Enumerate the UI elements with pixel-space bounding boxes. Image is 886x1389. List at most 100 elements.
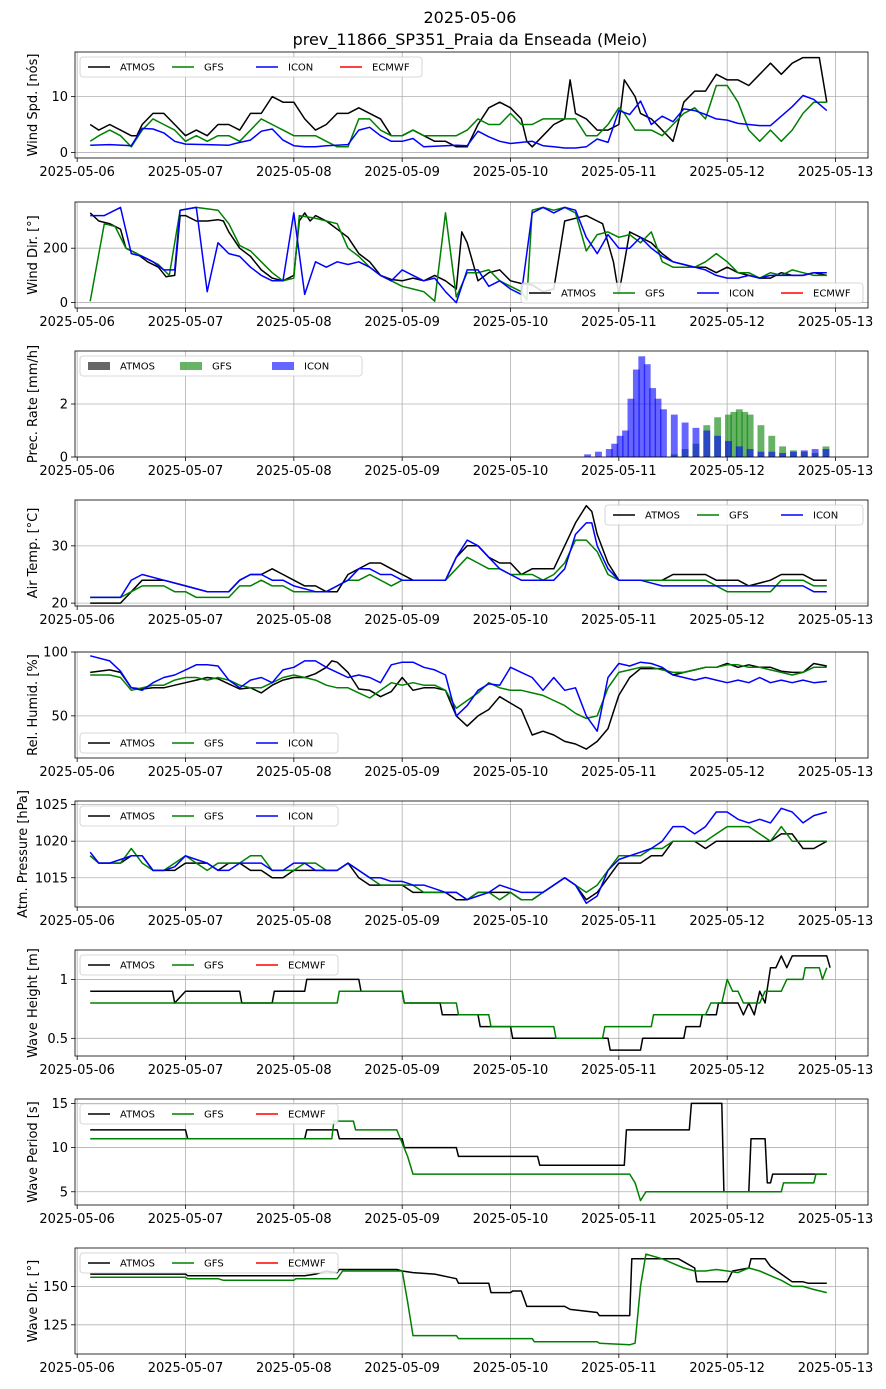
x-tick-label: 2025-05-11 — [581, 464, 657, 479]
x-tick-label: 2025-05-09 — [364, 765, 440, 780]
x-tick-label: 2025-05-10 — [473, 914, 549, 929]
legend-swatch-atmos — [88, 362, 110, 370]
x-tick-label: 2025-05-10 — [473, 1361, 549, 1376]
bar-icon — [800, 450, 808, 457]
series-line-gfs — [90, 1120, 827, 1202]
bar-icon — [605, 449, 613, 457]
y-axis-label: Wave Height [m] — [26, 948, 41, 1058]
legend-label-gfs: GFS — [204, 1110, 224, 1121]
legend-box — [79, 1103, 339, 1125]
x-tick-label: 2025-05-09 — [364, 914, 440, 929]
bar-icon — [632, 369, 640, 457]
legend-label-atmos: ATMOS — [120, 1110, 155, 1121]
series-line-icon — [90, 655, 827, 732]
legend: ATMOS GFS ICON ECMWF — [520, 282, 864, 304]
bar-icon — [670, 414, 678, 457]
x-tick-label: 2025-05-06 — [39, 914, 115, 929]
plot-area-rel_humid — [90, 655, 827, 750]
bar-icon — [638, 356, 646, 457]
bar-icon — [779, 453, 787, 457]
series-line-atmos — [90, 1258, 827, 1317]
x-tick-label: 2025-05-11 — [581, 1212, 657, 1227]
y-tick-label: 0.5 — [47, 1032, 68, 1047]
x-tick-label: 2025-05-08 — [256, 1361, 332, 1376]
y-axis-label: Wind Spd. [nós] — [26, 54, 41, 157]
y-axis-label: Wave Dir. [°] — [26, 1260, 41, 1343]
legend-label-gfs: GFS — [204, 1259, 224, 1270]
bar-icon — [735, 446, 743, 457]
series-line-atmos — [90, 1102, 827, 1193]
x-tick-label: 2025-05-12 — [689, 765, 765, 780]
y-tick-label: 100 — [43, 646, 68, 661]
axes-frame — [74, 1247, 869, 1355]
series-line-gfs — [90, 539, 827, 599]
series-line-gfs — [90, 1253, 827, 1346]
series-line-gfs — [90, 664, 827, 720]
legend-label-gfs: GFS — [204, 812, 224, 823]
panel-wind_dir: 2025-05-06 2025-05-07 2025-05-08 2025-05-09… — [26, 201, 873, 330]
y-axis-label: Wave Period [s] — [26, 1101, 41, 1202]
bar-icon — [725, 441, 732, 457]
series-line-icon — [90, 522, 827, 599]
axes-frame — [74, 949, 869, 1057]
bar-icon — [616, 435, 624, 457]
x-tick-label: 2025-05-12 — [689, 464, 765, 479]
x-tick-label: 2025-05-07 — [148, 765, 224, 780]
y-tick-label: 50 — [51, 709, 68, 724]
plot-area-wind_dir — [89, 206, 827, 304]
legend-label-atmos: ATMOS — [120, 739, 155, 750]
series-line-atmos — [90, 955, 831, 1051]
axes-frame — [74, 499, 869, 607]
x-tick-label: 2025-05-07 — [148, 1212, 224, 1227]
x-tick-label: 2025-05-11 — [581, 1063, 657, 1078]
x-tick-label: 2025-05-11 — [581, 613, 657, 628]
legend-label-icon: ICON — [729, 289, 754, 300]
legend-label-atmos: ATMOS — [561, 289, 596, 300]
legend-box — [604, 504, 864, 526]
bar-icon — [584, 454, 592, 457]
x-tick-label: 2025-05-06 — [39, 464, 115, 479]
x-tick-label: 2025-05-10 — [473, 765, 549, 780]
x-tick-label: 2025-05-09 — [364, 165, 440, 180]
x-tick-label: 2025-05-06 — [39, 1212, 115, 1227]
x-tick-label: 2025-05-13 — [798, 165, 874, 180]
legend: ATMOS GFS ICON — [604, 504, 864, 526]
x-tick-label: 2025-05-13 — [798, 1361, 874, 1376]
bar-gfs — [730, 411, 738, 457]
y-tick-label: 1 — [60, 973, 68, 988]
plot-area-wave_height — [90, 955, 831, 1051]
bar-icon — [595, 451, 602, 457]
x-tick-label: 2025-05-10 — [473, 464, 549, 479]
x-tick-label: 2025-05-08 — [256, 315, 332, 330]
y-axis-label: Wind Dir. [°] — [26, 215, 41, 295]
bar-gfs — [725, 414, 732, 457]
x-tick-label: 2025-05-12 — [689, 613, 765, 628]
legend-label-atmos: ATMOS — [645, 511, 680, 522]
bar-icon — [757, 451, 765, 457]
y-tick-label: 15 — [51, 1097, 68, 1112]
x-tick-label: 2025-05-06 — [39, 315, 115, 330]
legend-box — [79, 805, 339, 827]
plot-area-air_temp — [90, 504, 827, 604]
y-tick-label: 0 — [60, 146, 68, 161]
legend: ATMOS GFS ICON — [79, 732, 339, 754]
x-tick-label: 2025-05-11 — [581, 315, 657, 330]
panel-air_temp: 2025-05-06 2025-05-07 2025-05-08 2025-05-09… — [26, 499, 873, 628]
bar-gfs — [735, 409, 743, 457]
plot-area-wave_period — [90, 1102, 827, 1202]
panel-prec_rate: 2025-05-06 2025-05-07 2025-05-08 2025-05-09… — [26, 345, 873, 479]
plot-area-prec_rate — [584, 356, 830, 457]
legend-label-gfs: GFS — [204, 63, 224, 74]
bar-icon — [627, 398, 635, 457]
x-tick-label: 2025-05-06 — [39, 765, 115, 780]
x-tick-label: 2025-05-07 — [148, 914, 224, 929]
x-tick-label: 2025-05-07 — [148, 165, 224, 180]
legend-box — [79, 355, 363, 377]
bar-icon — [654, 398, 662, 457]
axes-frame — [74, 51, 869, 159]
bar-icon — [822, 449, 830, 457]
figure-title-station: prev_11866_SP351_Praia da Enseada (Meio) — [293, 30, 648, 50]
bar-icon — [768, 451, 776, 457]
panel-atm_pressure: 2025-05-06 2025-05-07 2025-05-08 2025-05-09… — [16, 790, 873, 929]
